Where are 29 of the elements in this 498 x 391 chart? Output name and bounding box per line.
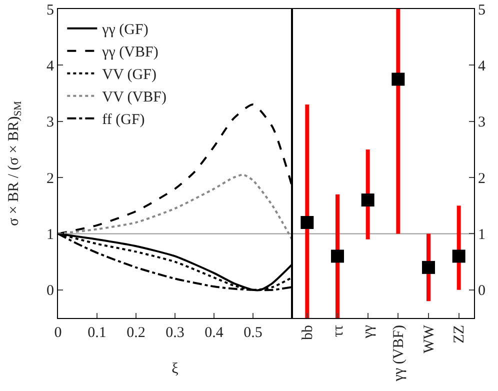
y-tick-label: 1 bbox=[46, 226, 54, 243]
x-tick-label: 0.1 bbox=[88, 325, 106, 341]
y-tick-label: 4 bbox=[478, 58, 486, 74]
legend-label: γγ (VBF) bbox=[101, 44, 158, 61]
x-tick-label: ZZ bbox=[452, 325, 468, 344]
y-tick-label: 2 bbox=[478, 170, 486, 187]
x-axis-title: ξ bbox=[172, 361, 179, 377]
y-tick-label: 1 bbox=[478, 226, 486, 243]
x-tick-label: γγ (VBF) bbox=[391, 325, 408, 382]
x-tick-label: 0.5 bbox=[244, 325, 262, 341]
legend-label: VV (GF) bbox=[102, 67, 156, 84]
x-tick-label: 0.3 bbox=[166, 325, 184, 341]
x-tick-label: WW bbox=[421, 324, 438, 354]
x-tick-label: γγ bbox=[360, 324, 377, 340]
y-tick-label: 3 bbox=[478, 114, 486, 131]
y-tick-label: 3 bbox=[46, 114, 54, 131]
x-tick-label: bb bbox=[300, 325, 316, 340]
y-tick-label: 2 bbox=[46, 170, 54, 187]
legend-label: ff (GF) bbox=[102, 112, 145, 128]
y-tick-label: 0 bbox=[46, 283, 54, 300]
y-tick-label: 5 bbox=[478, 2, 486, 18]
x-tick-label: 0.2 bbox=[126, 325, 146, 341]
x-tick-label: 0.4 bbox=[204, 325, 224, 341]
y-tick-label: 5 bbox=[46, 2, 54, 18]
legend-label: VV (VBF) bbox=[102, 90, 166, 106]
y-tick-label: 0 bbox=[478, 283, 486, 300]
x-tick-label: ττ bbox=[330, 325, 346, 338]
y-tick-label: 4 bbox=[46, 58, 54, 74]
legend-label: γγ (GF) bbox=[101, 22, 148, 38]
